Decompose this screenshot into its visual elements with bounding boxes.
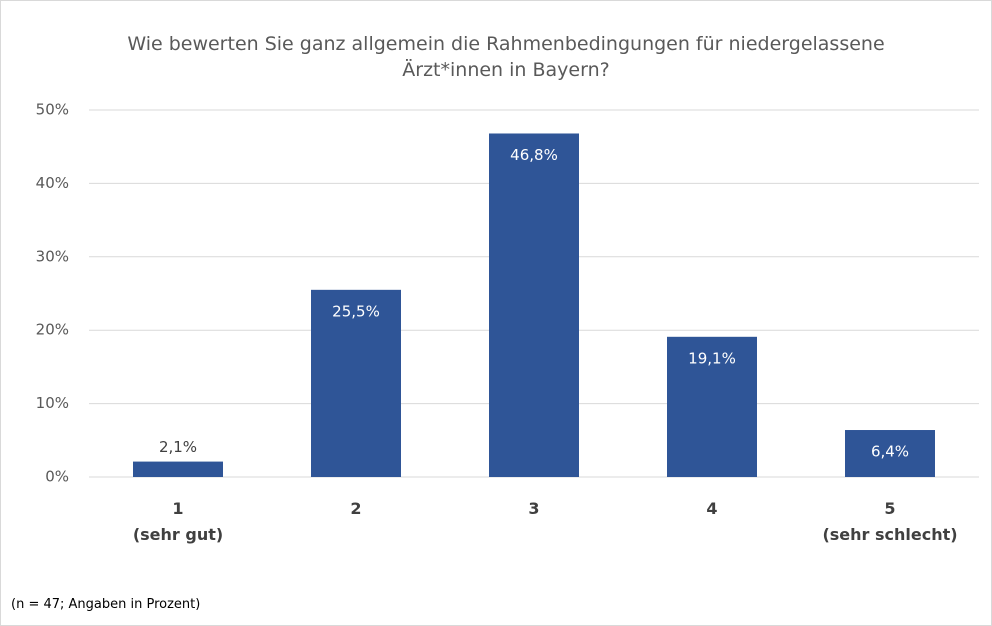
chart-title: Wie bewerten Sie ganz allgemein die Rahm…: [127, 33, 885, 81]
x-tick-label-line: 3: [528, 499, 539, 518]
y-tick-label: 30%: [36, 247, 69, 265]
x-tick-label: 1 (sehr gut): [133, 499, 223, 544]
x-tick-label: 2: [350, 499, 361, 518]
bar: [667, 336, 757, 477]
x-tick-label: 5 (sehr schlecht): [822, 499, 957, 544]
y-tick-label: 40%: [36, 174, 69, 192]
x-tick-label-line: (sehr schlecht): [822, 525, 957, 544]
y-tick-label: 10%: [36, 394, 69, 412]
footnote: (n = 47; Angaben in Prozent): [11, 597, 201, 612]
x-tick-label-line: 4: [706, 499, 717, 518]
x-tick-label-line: (sehr gut): [133, 525, 223, 544]
value-label: 25,5%: [332, 302, 380, 320]
x-tick-label-line: 5: [884, 499, 895, 518]
y-tick-label: 50%: [36, 101, 69, 119]
bar: [489, 133, 579, 477]
y-tick-label: 0%: [45, 468, 69, 486]
x-tick-label: 4: [706, 499, 717, 518]
bar: [845, 430, 935, 477]
value-label: 2,1%: [159, 438, 197, 456]
y-tick-label: 20%: [36, 321, 69, 339]
value-label: 6,4%: [871, 443, 909, 461]
x-tick-label-line: 1: [172, 499, 183, 518]
bar: [311, 289, 401, 477]
x-tick-label-line: 2: [350, 499, 361, 518]
x-tick-label: 3: [528, 499, 539, 518]
value-label: 19,1%: [688, 349, 736, 367]
bar: [133, 461, 223, 477]
value-label: 46,8%: [510, 146, 558, 164]
